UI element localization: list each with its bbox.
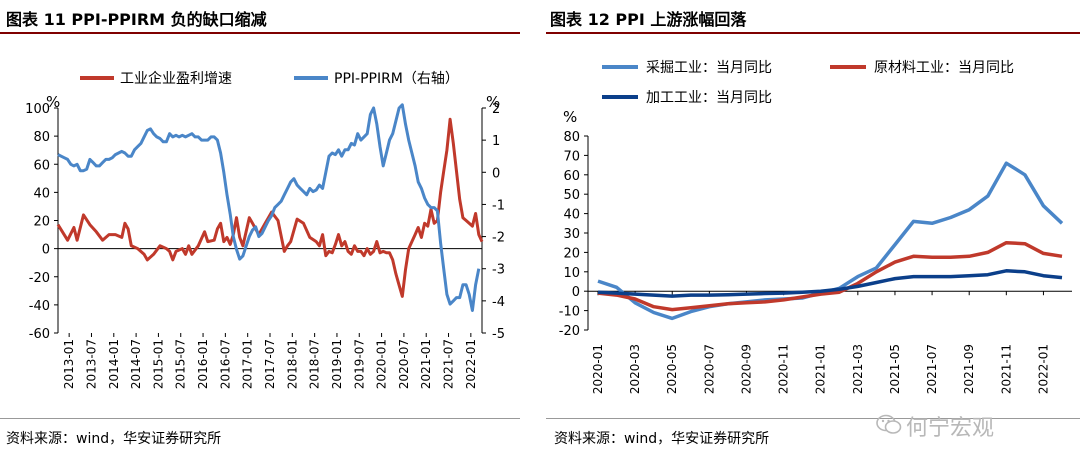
legend-label-1: PPI-PPIRM（右轴） [334,71,459,87]
left-footer-rule [0,418,520,419]
x-tick-label: 2020-09 [739,344,753,394]
x-tick-label: 2014-07 [129,339,143,389]
x-tick-label: 2019-01 [330,339,344,389]
x-tick-label: 2017-01 [241,339,255,389]
x-tick-label: 2020-11 [777,344,791,394]
right-y-tick-label: 0 [492,166,500,181]
x-tick-label: 2020-01 [591,344,605,394]
x-tick-label: 2020-07 [702,344,716,394]
x-tick-label: 2020-05 [665,344,679,394]
x-tick-label: 2021-03 [851,344,865,394]
left-y-tick-label: -60 [29,327,50,342]
x-tick-label: 2021-01 [814,344,828,394]
y-tick-label: 10 [563,266,580,281]
y-tick-label: 0 [572,285,580,300]
series-line-1 [597,240,1063,312]
left-y-tick-label: -40 [29,299,50,314]
right-y-tick-label: -5 [492,327,505,342]
x-tick-label: 2020-03 [628,344,642,394]
x-tick-label: 2017-07 [263,339,277,389]
left-chart-title: 图表 11 PPI-PPIRM 负的缺口缩减 [6,10,267,29]
y-tick-label: 50 [563,188,580,203]
y-tick-label: 60 [563,169,580,184]
x-tick-label: 2020-01 [375,339,389,389]
left-y-tick-label: 60 [33,158,50,173]
x-tick-label: 2015-01 [151,339,165,389]
series-line-0 [56,117,484,298]
left-y-tick-label: 20 [33,215,50,230]
x-tick-label: 2021-09 [962,344,976,394]
y-tick-label: 80 [563,130,580,145]
legend-label-0: 采掘工业：当月同比 [646,60,772,76]
x-tick-label: 2018-07 [308,339,322,389]
right-y-tick-label: -4 [492,295,505,310]
x-tick-label: 2016-07 [218,339,232,389]
left-y-tick-label: 80 [33,130,50,145]
right-y-tick-label: -2 [492,231,505,246]
x-tick-label: 2020-07 [397,339,411,389]
y-tick-label: -20 [559,324,580,339]
wechat-icon [876,414,902,434]
left-y-tick-label: 40 [33,186,50,201]
x-tick-label: 2021-07 [442,339,456,389]
right-y-tick-label: 2 [492,102,500,117]
left-y-tick-label: 100 [25,102,50,117]
x-tick-label: 2021-07 [925,344,939,394]
left-chart: -60 -40 -20 0 20 40 60 80 100 -5 -4 -3 -2 -1 0 1 2% % 2013… [25,70,505,389]
right-y-tick-label: -1 [492,198,505,213]
watermark: 何宁宏观 [906,416,995,441]
right-source-note: 资料来源：wind，华安证券研究所 [554,431,770,447]
y-tick-label: 30 [563,227,580,242]
right-y-tick-label: -3 [492,263,505,278]
y-tick-label: 20 [563,246,580,261]
left-y-unit: % [46,93,60,111]
y-unit: % [563,108,577,126]
right-chart-title: 图表 12 PPI 上游涨幅回落 [550,10,747,29]
left-source-note: 资料来源：wind，华安证券研究所 [6,431,222,447]
left-y-tick-label: 0 [42,243,50,258]
x-tick-label: 2015-07 [174,339,188,389]
x-tick-label: 2013-01 [62,339,76,389]
left-y-tick-label: -20 [29,271,50,286]
legend-label-1: 原材料工业：当月同比 [874,60,1014,76]
x-tick-label: 2022-01 [464,339,478,389]
series-line-2 [597,269,1063,298]
x-tick-label: 2019-07 [352,339,366,389]
x-tick-label: 2021-11 [999,344,1013,394]
x-tick-label: 2014-01 [107,339,121,389]
left-title-rule [0,32,520,34]
y-tick-label: -10 [559,305,580,320]
legend-label-0: 工业企业盈利增速 [120,70,232,87]
y-tick-label: 70 [563,149,580,164]
right-chart: -20 -10 0 10 20 30 40 50 60 70 80% 2020-01 2020-03 20… [559,60,1072,394]
x-tick-label: 2021-05 [888,344,902,394]
legend-label-2: 加工工业：当月同比 [646,90,772,106]
x-tick-label: 2021-01 [419,339,433,389]
x-tick-label: 2022-01 [1036,344,1050,394]
right-title-rule [546,32,1080,34]
x-tick-label: 2018-01 [285,339,299,389]
x-tick-label: 2013-07 [84,339,98,389]
y-tick-label: 40 [563,208,580,223]
right-y-tick-label: 1 [492,134,500,149]
x-tick-label: 2016-01 [196,339,210,389]
right-footer-rule [546,418,1080,419]
series-line-1 [57,103,481,312]
right-y-unit: % [486,93,500,111]
